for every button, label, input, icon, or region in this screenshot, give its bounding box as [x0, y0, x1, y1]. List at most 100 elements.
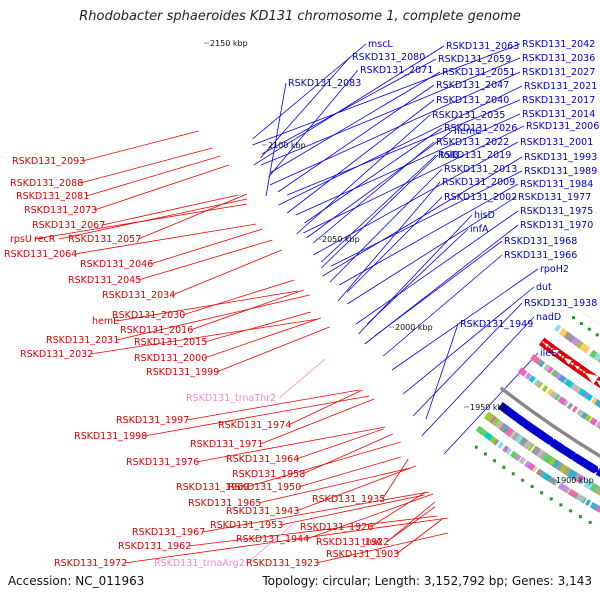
- gene-glyph: [535, 468, 545, 478]
- gene-glyph: [483, 411, 495, 423]
- gene-glyph: [549, 457, 561, 469]
- gene-glyph: [557, 396, 567, 405]
- leader-line: [329, 168, 443, 283]
- gene-glyph: [518, 456, 527, 465]
- gene-label: RSKD131_1976: [126, 457, 199, 468]
- gene-glyph: [546, 388, 554, 396]
- gene-label: dut: [536, 282, 552, 293]
- gene-label: RSKD131_1989: [524, 166, 597, 177]
- gc-mark: [511, 472, 515, 476]
- gene-glyph: [591, 397, 598, 405]
- gc-mark: [540, 491, 544, 495]
- tick-label: 2100 kbp: [268, 141, 306, 150]
- gene-glyph: [558, 351, 574, 367]
- gene-label: RSKD131_1926: [300, 522, 373, 533]
- gene-label: RSKD131_1964: [226, 454, 299, 465]
- backbone-ring: [499, 300, 600, 459]
- leader-line: [321, 154, 437, 263]
- gene-glyph: [528, 375, 536, 383]
- gene-label: infA: [470, 224, 489, 235]
- label-leader-lines: [34, 43, 539, 564]
- gene-label: RSKD131_2001: [520, 137, 593, 148]
- gc-mark: [493, 459, 497, 463]
- gene-glyph: [579, 366, 596, 383]
- leader-line: [313, 141, 519, 256]
- leader-line: [172, 249, 282, 296]
- gene-label: RSKD131_2015: [134, 337, 207, 348]
- gene-glyph: [561, 377, 568, 385]
- gene-label: RSKD131_2006: [526, 121, 599, 132]
- gene-label: RSKD131_1966: [504, 250, 577, 261]
- gene-label: RSKD131_1958: [232, 469, 305, 480]
- gene-label: RSKD131_2088: [10, 178, 83, 189]
- gene-glyph: [492, 438, 500, 446]
- rna-label: RSKD131_trnaThr2: [186, 393, 276, 404]
- gene-label: RSKD131_2017: [522, 95, 595, 106]
- gene-label: RSKD131_2013: [444, 164, 517, 175]
- gene-label: RSKD131_2000: [134, 353, 207, 364]
- leader-line: [306, 493, 434, 540]
- gene-label: recR: [34, 234, 56, 245]
- leader-line: [138, 193, 248, 240]
- gene-label: RSKD131_1935: [312, 494, 385, 505]
- gene-glyph: [531, 445, 541, 456]
- leader-line: [94, 164, 230, 211]
- leader-line: [278, 358, 326, 399]
- gene-glyph: [524, 460, 531, 468]
- gene-label: RSKD131_2080: [352, 52, 425, 63]
- leader-line: [90, 318, 319, 355]
- tick-label: 2050 kbp: [322, 235, 360, 244]
- gene-glyph: [543, 453, 554, 464]
- gene-label: RSKD131_1998: [74, 431, 147, 442]
- gene-label: RSKD131_1903: [326, 549, 399, 560]
- gene-label: RSKD131_2014: [522, 109, 595, 120]
- gene-label: RSKD131_1938: [524, 298, 597, 309]
- leader-line: [86, 155, 221, 197]
- gene-glyph: [497, 441, 504, 449]
- leader-line: [216, 326, 330, 373]
- gene-glyph: [554, 460, 564, 471]
- gene-glyph: [574, 385, 582, 394]
- leader-line: [269, 71, 521, 186]
- gene-label: truA: [362, 537, 383, 548]
- gene-label: RSKD131_1969: [176, 482, 249, 493]
- gene-glyph: [548, 457, 557, 466]
- leader-line: [421, 316, 535, 437]
- gene-label: RSKD131_1972: [54, 558, 127, 569]
- leader-line: [196, 426, 386, 463]
- leader-line: [386, 501, 436, 543]
- leader-line: [402, 286, 535, 395]
- gene-glyph: [592, 484, 600, 495]
- leader-line: [370, 491, 426, 528]
- leader-line: [425, 323, 459, 420]
- gene-glyph: [489, 415, 501, 427]
- gc-mark: [483, 452, 487, 456]
- gene-glyph: [541, 472, 549, 480]
- leader-line: [321, 154, 439, 269]
- gene-glyph: [593, 376, 600, 390]
- gene-label: RSKD131_2034: [102, 290, 175, 301]
- gene-glyph: [589, 349, 598, 359]
- leader-line: [144, 395, 370, 437]
- gene-label: RSKD131_1993: [524, 152, 597, 163]
- gene-label: RSKD131_1999: [146, 367, 219, 378]
- gene-label: RSKD131_2032: [20, 349, 93, 360]
- gene-glyph: [497, 401, 510, 414]
- gene-glyph: [511, 431, 520, 441]
- gene-glyph: [596, 421, 600, 430]
- map-title: Rhodobacter sphaeroides KD131 chromosome…: [79, 9, 521, 24]
- gene-glyph: [547, 344, 563, 359]
- leader-line: [277, 84, 435, 193]
- gene-label: RSKD131_1943: [226, 506, 299, 517]
- gene-glyph: [576, 364, 593, 380]
- gene-label: RSKD131_2083: [288, 78, 361, 89]
- leader-line: [150, 228, 263, 265]
- leader-line: [116, 290, 298, 322]
- gene-glyph: [560, 353, 578, 370]
- gene-label: RSKD131_2040: [436, 95, 509, 106]
- leader-line: [386, 506, 436, 543]
- gene-glyph: [553, 324, 562, 333]
- leader-line: [82, 130, 199, 162]
- gc-mark: [530, 485, 534, 489]
- leader-line: [278, 85, 523, 206]
